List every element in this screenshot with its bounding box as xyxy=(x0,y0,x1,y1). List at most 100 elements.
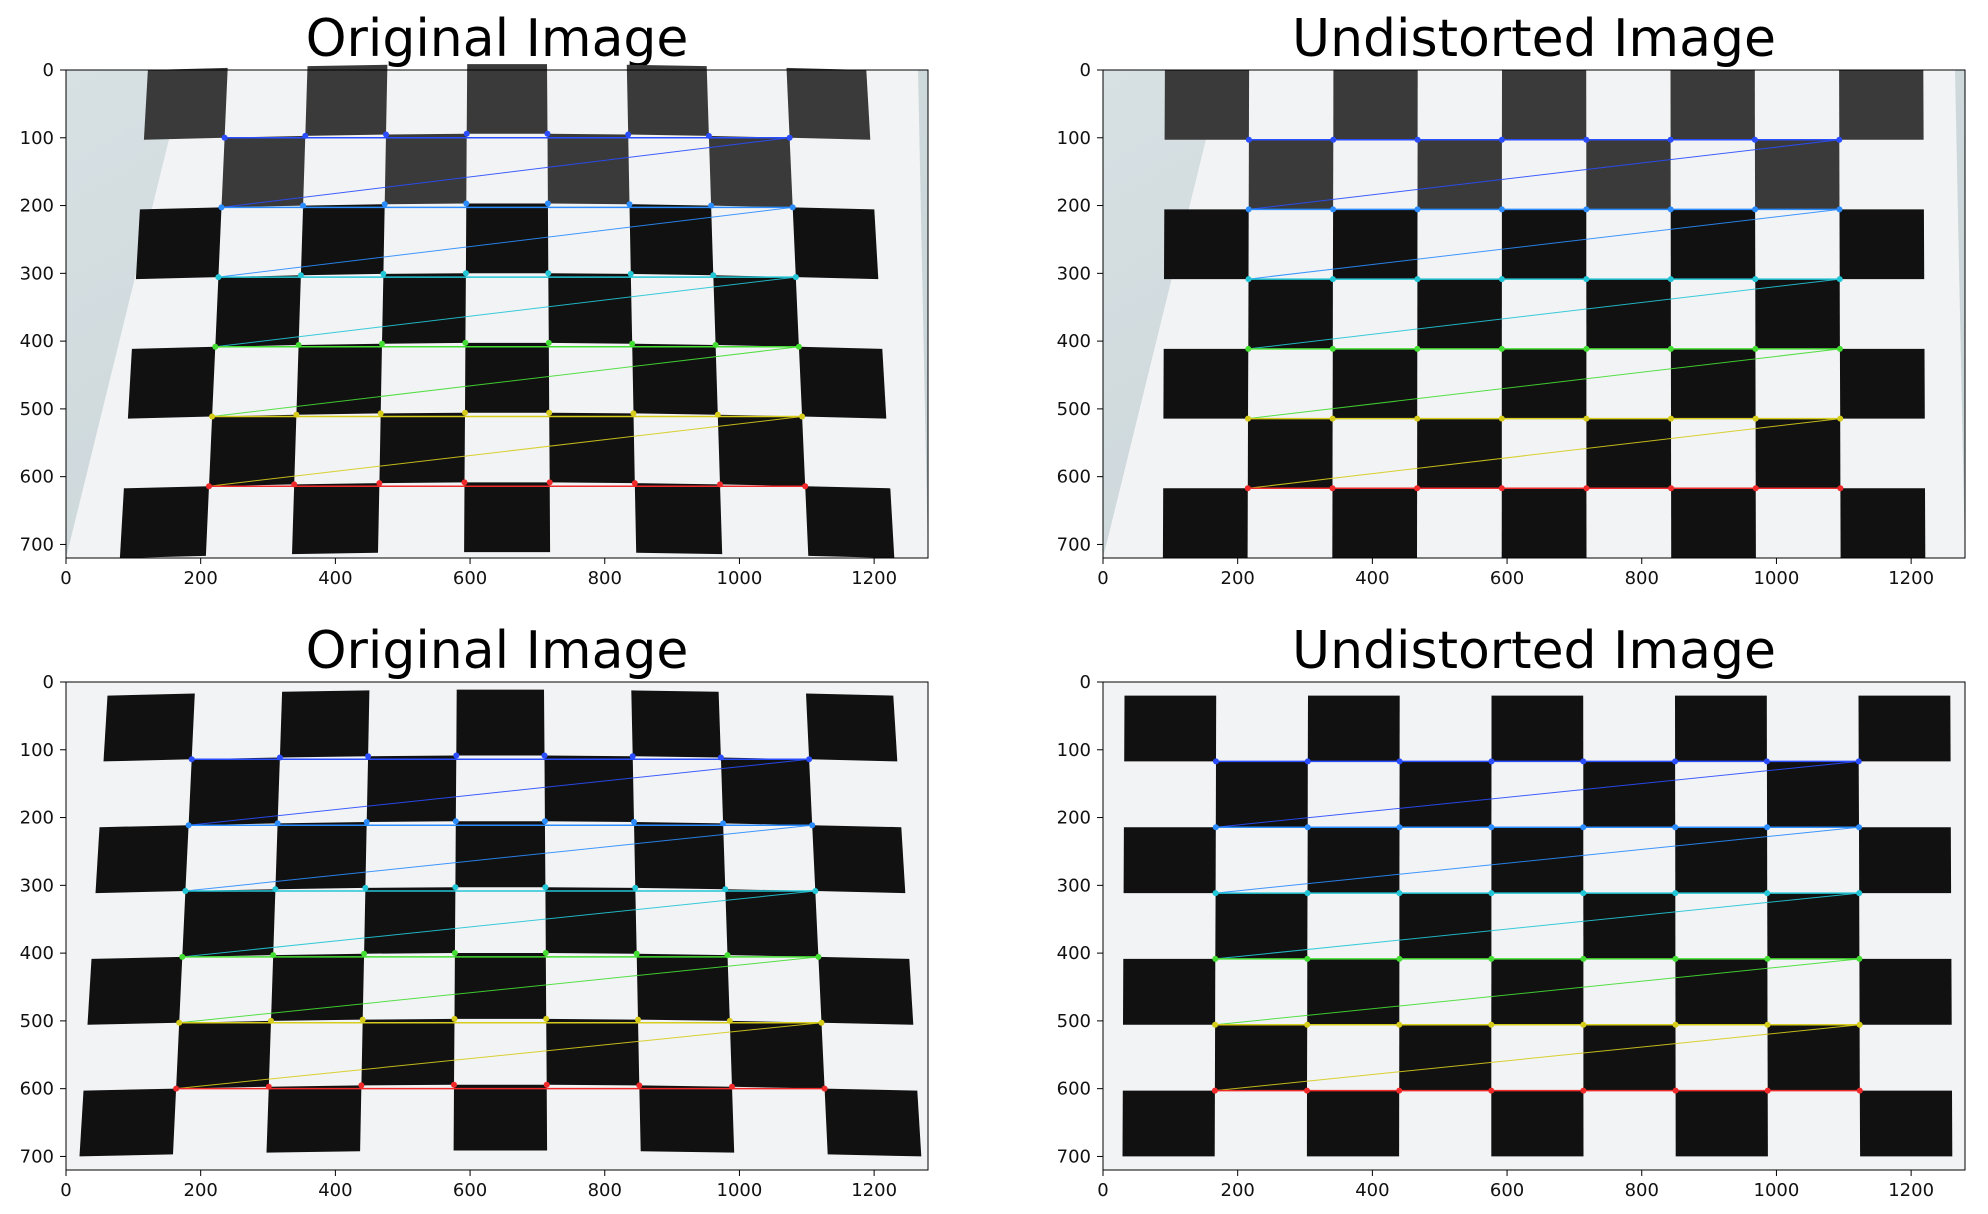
corner-marker xyxy=(720,820,727,827)
checker-square xyxy=(300,204,385,276)
corner-marker xyxy=(452,884,459,891)
corner-marker xyxy=(1304,758,1311,765)
x-tick-label: 0 xyxy=(1097,1180,1108,1201)
checker-square xyxy=(818,956,914,1025)
corner-marker xyxy=(1414,276,1421,283)
checker-square xyxy=(1399,893,1492,959)
corner-marker xyxy=(1583,345,1590,352)
corner-marker xyxy=(629,340,636,347)
corner-marker xyxy=(462,339,469,346)
checker-square xyxy=(95,825,189,894)
checker-square xyxy=(1755,279,1840,349)
x-tick-label: 0 xyxy=(60,1180,71,1201)
corner-marker xyxy=(724,952,731,959)
y-tick-label: 500 xyxy=(1057,399,1091,420)
corner-marker xyxy=(379,340,385,347)
checker-square xyxy=(182,889,276,957)
corner-marker xyxy=(1668,485,1675,492)
corner-marker xyxy=(1414,415,1421,422)
corner-marker xyxy=(1329,415,1336,422)
checker-square xyxy=(632,343,718,415)
checker-square xyxy=(456,689,545,756)
checker-square xyxy=(1675,958,1768,1025)
checker-square xyxy=(1248,139,1334,210)
y-tick-label: 0 xyxy=(1080,60,1091,81)
checker-square xyxy=(215,275,301,347)
corner-marker xyxy=(1763,758,1770,765)
corner-marker xyxy=(545,270,552,277)
axes-frame xyxy=(1102,69,1966,559)
y-tick-label: 600 xyxy=(1057,1079,1091,1100)
corner-marker xyxy=(1488,955,1495,962)
corner-marker xyxy=(1245,415,1251,422)
corner-marker xyxy=(1212,890,1219,897)
checker-square xyxy=(384,133,467,205)
corner-marker xyxy=(463,200,470,207)
corner-marker xyxy=(712,342,719,348)
checker-square xyxy=(1307,827,1400,894)
corner-marker xyxy=(302,132,309,139)
corner-marker xyxy=(451,950,458,956)
corner-marker xyxy=(636,1082,643,1089)
checker-square xyxy=(1675,1090,1768,1157)
calibration-diagonal xyxy=(221,137,790,208)
calibration-diagonal xyxy=(188,758,810,826)
corner-marker xyxy=(300,202,307,209)
corner-marker xyxy=(383,131,389,138)
checker-square xyxy=(221,135,306,208)
y-tick-label: 300 xyxy=(20,875,54,896)
checker-square xyxy=(1839,70,1924,140)
corner-marker xyxy=(1583,206,1590,213)
corner-marker xyxy=(361,950,368,957)
y-tick-label: 300 xyxy=(1057,875,1091,896)
corner-marker xyxy=(363,819,370,825)
checker-square xyxy=(1214,1024,1308,1091)
checker-square xyxy=(1670,348,1756,419)
corner-marker xyxy=(381,201,388,208)
corner-marker xyxy=(206,483,212,490)
y-tick-label: 500 xyxy=(1057,1011,1091,1032)
checker-square xyxy=(1307,695,1400,762)
corner-marker xyxy=(453,752,460,759)
axes-frame xyxy=(1102,681,1966,1171)
checker-square xyxy=(634,483,723,555)
checker-square xyxy=(296,343,382,415)
checker-square xyxy=(713,275,799,347)
x-tick-label: 400 xyxy=(318,568,352,589)
corner-marker xyxy=(1764,824,1771,831)
corner-marker xyxy=(1752,206,1759,213)
corner-marker xyxy=(1211,1087,1218,1094)
corner-marker xyxy=(1414,136,1421,143)
y-tick-label: 600 xyxy=(1057,467,1091,488)
checker-square xyxy=(636,953,730,1021)
corner-marker xyxy=(1414,345,1421,352)
corner-marker xyxy=(1498,206,1505,213)
calibration-diagonal xyxy=(1215,760,1859,828)
checker-square xyxy=(1333,70,1418,140)
y-tick-label: 500 xyxy=(20,399,54,420)
corner-marker xyxy=(546,479,553,486)
x-tick-label: 1000 xyxy=(717,1180,763,1201)
corner-marker xyxy=(717,481,723,488)
corner-marker xyxy=(543,1081,550,1088)
checker-square xyxy=(1501,488,1587,558)
checker-square xyxy=(639,1085,735,1153)
corner-marker xyxy=(358,1082,365,1089)
corner-marker xyxy=(635,1016,641,1023)
corner-marker xyxy=(377,410,384,417)
checker-square xyxy=(279,690,370,758)
x-tick-label: 200 xyxy=(1221,1180,1255,1201)
checker-square xyxy=(548,273,633,344)
x-tick-label: 400 xyxy=(318,1180,352,1201)
calibration-diagonal xyxy=(1214,1024,1860,1092)
checker-square xyxy=(729,1020,825,1089)
corner-marker xyxy=(1212,955,1219,962)
corner-marker xyxy=(188,756,195,763)
checker-square xyxy=(1123,827,1216,894)
corner-marker xyxy=(1672,1087,1679,1094)
checker-square xyxy=(1859,958,1952,1025)
corner-marker xyxy=(542,950,549,956)
calibration-diagonal xyxy=(1215,892,1860,960)
checker-square xyxy=(717,414,806,487)
corner-marker xyxy=(1304,890,1311,897)
